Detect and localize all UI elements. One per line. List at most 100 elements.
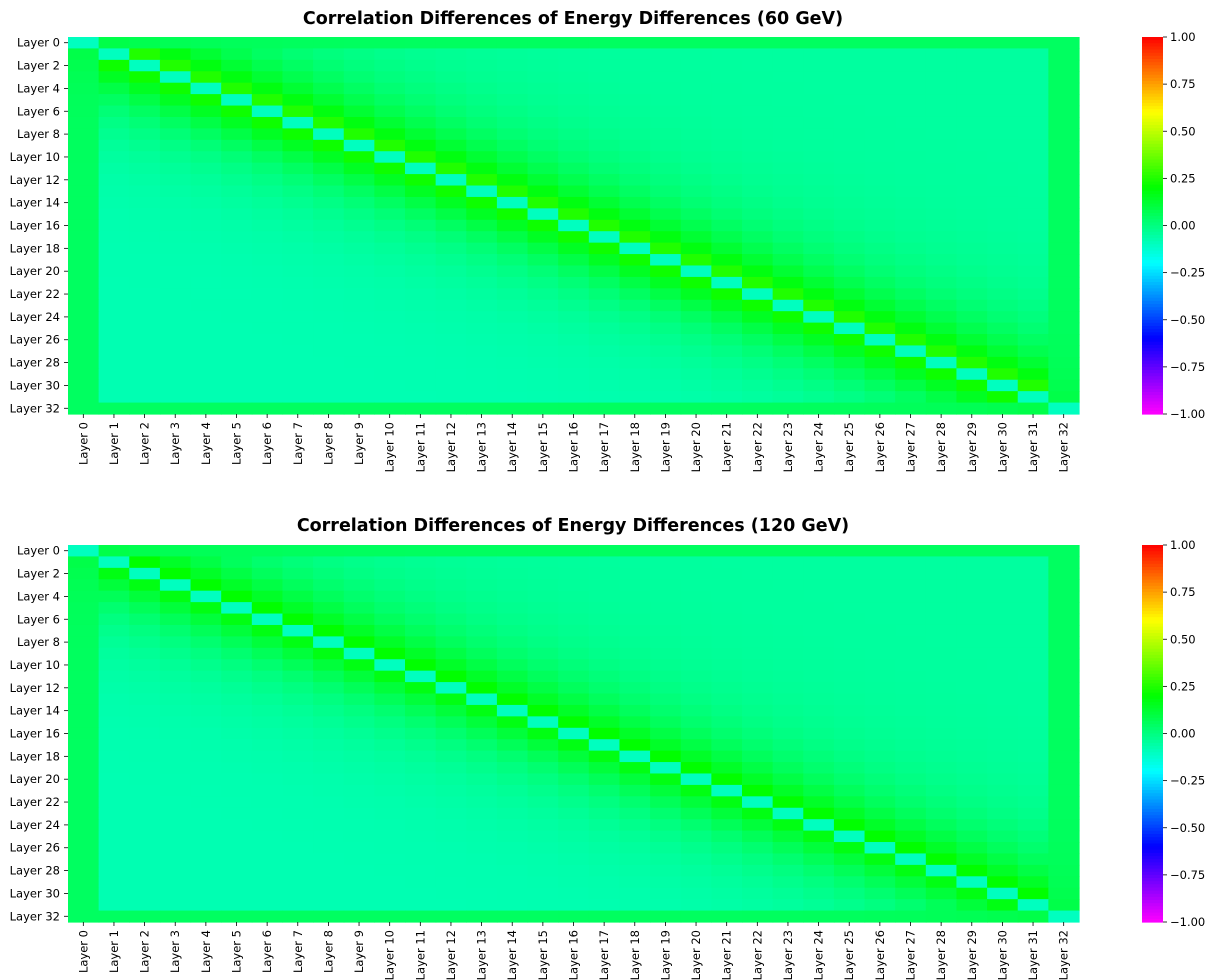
- heatmap-cell: [1048, 876, 1080, 889]
- heatmap-cell: [190, 276, 222, 289]
- heatmap-cell: [527, 368, 559, 381]
- heatmap-cell: [1048, 276, 1080, 289]
- heatmap-cell: [1048, 579, 1080, 592]
- heatmap-cell: [251, 716, 284, 729]
- heatmap-cell: [987, 345, 1019, 358]
- heatmap-cell: [221, 739, 253, 752]
- heatmap-cell: [987, 105, 1019, 118]
- heatmap-cell: [435, 682, 467, 695]
- heatmap-cell: [405, 276, 437, 289]
- heatmap-cell: [619, 94, 651, 107]
- heatmap-cell: [129, 750, 161, 763]
- colorbar-strip: [1142, 46, 1163, 51]
- heatmap-cell: [650, 784, 682, 797]
- heatmap-cell: [772, 311, 804, 324]
- heatmap-cell: [619, 659, 651, 672]
- colorbar-tick-label: −1.00: [1170, 915, 1205, 929]
- heatmap-cell: [803, 910, 835, 923]
- heatmap-cell: [833, 899, 866, 912]
- heatmap-cell: [680, 219, 712, 232]
- heatmap-cell: [772, 773, 804, 786]
- heatmap-cell: [1048, 819, 1080, 832]
- heatmap-cell: [159, 368, 192, 381]
- heatmap-cells: [68, 545, 1080, 923]
- heatmap-cell: [588, 265, 621, 278]
- heatmap-cell: [282, 739, 314, 752]
- heatmap-cell: [772, 94, 804, 107]
- heatmap-cell: [405, 71, 437, 84]
- heatmap-cell: [925, 402, 958, 415]
- heatmap-cell: [435, 899, 467, 912]
- heatmap-cell: [1048, 784, 1080, 797]
- heatmap-cell: [527, 254, 559, 267]
- heatmap-cell: [864, 288, 896, 301]
- heatmap-cell: [282, 128, 314, 141]
- heatmap-cell: [98, 254, 130, 267]
- colorbar: 1.000.750.500.250.00−0.25−0.50−0.75−1.00: [1142, 30, 1205, 421]
- heatmap-cell: [221, 624, 253, 637]
- heatmap-cell: [772, 910, 804, 923]
- heatmap-cell: [772, 602, 804, 615]
- heatmap-cell: [282, 624, 314, 637]
- heatmap-cell: [221, 196, 253, 209]
- heatmap-cell: [895, 567, 927, 580]
- heatmap-cell: [803, 219, 835, 232]
- heatmap-cell: [833, 545, 866, 558]
- heatmap-cell: [68, 82, 100, 95]
- heatmap-cell: [956, 276, 988, 289]
- heatmap-cell: [343, 94, 375, 107]
- heatmap-cell: [129, 693, 161, 706]
- heatmap-cell: [864, 356, 896, 369]
- heatmap-cell: [803, 185, 835, 198]
- heatmap-cell: [833, 602, 866, 615]
- heatmap-cell: [405, 299, 437, 312]
- heatmap-cell: [925, 750, 958, 763]
- x-tick-label: Layer 3: [168, 422, 182, 465]
- heatmap-cell: [742, 750, 774, 763]
- heatmap-cell: [925, 208, 958, 221]
- heatmap-cell: [772, 556, 804, 569]
- heatmap-cell: [558, 334, 590, 347]
- heatmap-cell: [1017, 590, 1049, 603]
- colorbar-strip: [1142, 645, 1163, 650]
- heatmap-cell: [864, 59, 896, 72]
- heatmap-cell: [1048, 208, 1080, 221]
- heatmap-cell: [956, 151, 988, 164]
- heatmap-cell: [129, 151, 161, 164]
- heatmap-cell: [680, 624, 712, 637]
- heatmap-cell: [374, 48, 406, 61]
- heatmap-cell: [190, 334, 222, 347]
- heatmap-cell: [588, 254, 621, 267]
- heatmap-cell: [956, 379, 988, 392]
- heatmap-cell: [374, 910, 406, 923]
- heatmap-cell: [680, 773, 712, 786]
- heatmap-cell: [588, 910, 621, 923]
- heatmap-cell: [895, 727, 927, 740]
- colorbar-strip: [1142, 74, 1163, 79]
- heatmap-cell: [833, 784, 866, 797]
- heatmap-cell: [588, 231, 621, 244]
- heatmap-cell: [221, 151, 253, 164]
- heatmap-cell: [956, 545, 988, 558]
- heatmap-cell: [925, 185, 958, 198]
- heatmap-cell: [619, 139, 651, 152]
- heatmap-cell: [558, 48, 590, 61]
- heatmap-cell: [68, 128, 100, 141]
- heatmap-cell: [251, 784, 284, 797]
- heatmap-cell: [313, 682, 345, 695]
- heatmap-cell: [864, 807, 896, 820]
- heatmap-cell: [496, 322, 529, 335]
- colorbar-strip: [1142, 128, 1163, 132]
- heatmap-cell: [987, 636, 1019, 649]
- heatmap-cell: [619, 334, 651, 347]
- heatmap-cell: [650, 807, 682, 820]
- heatmap-cell: [619, 254, 651, 267]
- heatmap-cell: [1017, 624, 1049, 637]
- heatmap-cell: [159, 624, 192, 637]
- heatmap-cell: [129, 762, 161, 775]
- heatmap-cell: [742, 391, 774, 404]
- heatmap-cell: [343, 322, 375, 335]
- heatmap-cell: [864, 174, 896, 187]
- heatmap-cell: [803, 659, 835, 672]
- heatmap-cell: [742, 368, 774, 381]
